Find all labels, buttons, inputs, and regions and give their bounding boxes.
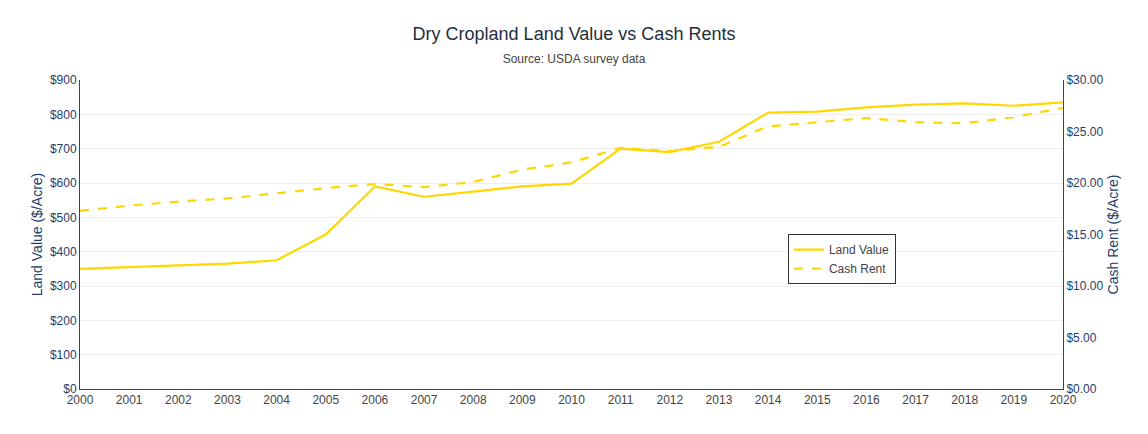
svg-text:2014: 2014: [755, 393, 782, 407]
svg-text:$5.00: $5.00: [1066, 331, 1096, 345]
svg-text:2011: 2011: [608, 393, 634, 407]
svg-text:$0.00: $0.00: [1066, 382, 1096, 396]
svg-text:$20.00: $20.00: [1066, 176, 1103, 190]
svg-text:2003: 2003: [214, 393, 241, 407]
svg-text:Cash Rent: Cash Rent: [829, 262, 886, 276]
svg-text:2004: 2004: [263, 393, 290, 407]
svg-text:$700: $700: [50, 142, 77, 156]
svg-text:2008: 2008: [460, 393, 487, 407]
svg-text:2006: 2006: [362, 393, 389, 407]
svg-text:2009: 2009: [509, 393, 536, 407]
svg-text:2020: 2020: [1050, 393, 1077, 407]
svg-text:$500: $500: [50, 211, 77, 225]
svg-text:$400: $400: [50, 245, 77, 259]
svg-text:$25.00: $25.00: [1066, 125, 1103, 139]
svg-text:Land Value: Land Value: [829, 243, 889, 257]
svg-text:2007: 2007: [411, 393, 438, 407]
svg-text:2013: 2013: [706, 393, 733, 407]
svg-text:2015: 2015: [804, 393, 831, 407]
svg-text:$600: $600: [50, 176, 77, 190]
svg-text:2018: 2018: [951, 393, 978, 407]
svg-text:$100: $100: [50, 348, 77, 362]
svg-text:2000: 2000: [67, 393, 94, 407]
svg-text:$10.00: $10.00: [1066, 279, 1103, 293]
svg-text:Source: USDA survey data: Source: USDA survey data: [503, 52, 646, 66]
svg-text:Dry Cropland Land Value vs Cas: Dry Cropland Land Value vs Cash Rents: [413, 24, 736, 44]
svg-text:2010: 2010: [558, 393, 585, 407]
svg-text:2002: 2002: [165, 393, 192, 407]
svg-text:2019: 2019: [1000, 393, 1027, 407]
svg-text:Land Value ($/Acre): Land Value ($/Acre): [29, 173, 45, 296]
svg-text:$900: $900: [50, 73, 77, 87]
svg-text:$200: $200: [50, 314, 77, 328]
svg-text:$30.00: $30.00: [1066, 73, 1103, 87]
svg-text:$15.00: $15.00: [1066, 228, 1103, 242]
svg-text:Cash Rent ($/Acre): Cash Rent ($/Acre): [1105, 175, 1121, 295]
svg-text:$300: $300: [50, 279, 77, 293]
svg-text:$0: $0: [63, 382, 77, 396]
svg-text:2017: 2017: [902, 393, 929, 407]
svg-text:2001: 2001: [116, 393, 143, 407]
svg-text:$800: $800: [50, 108, 77, 122]
svg-text:2012: 2012: [656, 393, 683, 407]
svg-text:2016: 2016: [853, 393, 880, 407]
svg-text:2005: 2005: [312, 393, 339, 407]
